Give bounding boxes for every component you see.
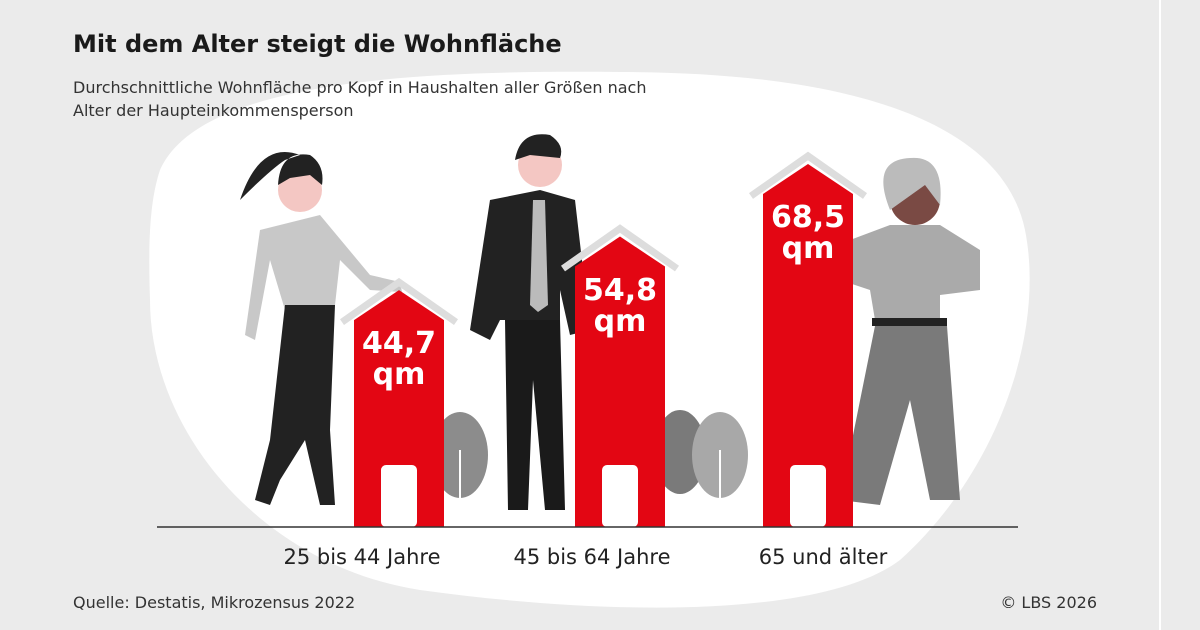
door <box>381 465 417 527</box>
house-bar <box>354 290 444 527</box>
person-old <box>840 157 980 505</box>
person-middle <box>470 134 590 510</box>
door <box>790 465 826 527</box>
value-label: 68,5 qm <box>770 199 846 266</box>
roof-outline <box>748 151 868 199</box>
value-label: 44,7 qm <box>361 326 437 393</box>
source: Quelle: Destatis, Mikrozensus 2022 <box>73 593 356 612</box>
house-bar <box>763 163 853 527</box>
house-bar <box>575 236 665 527</box>
roof-outline <box>560 224 680 272</box>
value-label: 54,8 qm <box>582 272 658 339</box>
subtitle: Durchschnittliche Wohnfläche pro Kopf in… <box>73 78 647 120</box>
door <box>602 465 638 527</box>
category-label: 45 bis 64 Jahre <box>513 545 671 569</box>
trees <box>432 410 748 527</box>
person-young <box>240 152 402 505</box>
category-label: 25 bis 44 Jahre <box>283 545 441 569</box>
roof-outline <box>339 277 459 325</box>
title: Mit dem Alter steigt die Wohnfläche <box>73 30 562 58</box>
copyright: © LBS 2026 <box>1000 593 1097 612</box>
category-label: 65 und älter <box>758 545 888 569</box>
